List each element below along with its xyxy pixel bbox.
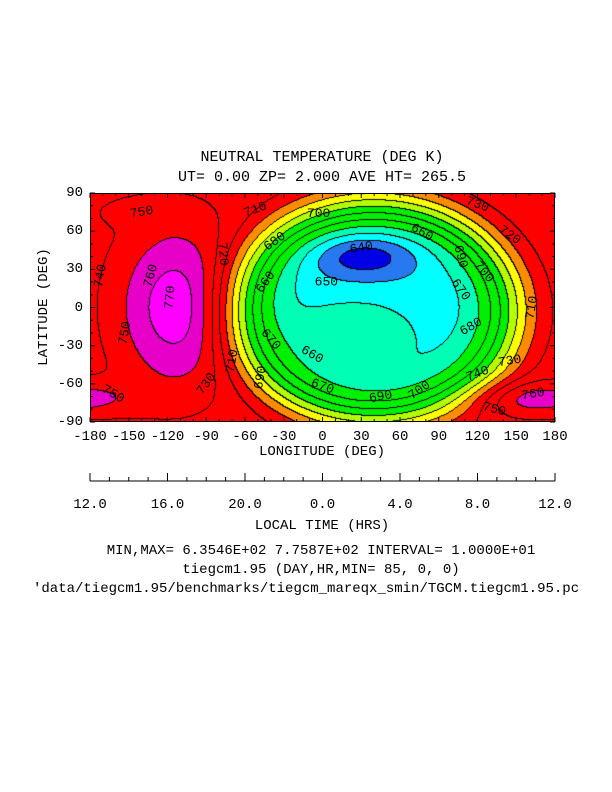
contour-label: 650 — [315, 275, 338, 290]
contour-label: 660 — [408, 220, 436, 245]
local-time-tick-label: 12.0 — [73, 497, 107, 513]
contour-plot: 750 740 760 770 750 750 720 710 730 710 700 680 660 6… — [89, 192, 556, 423]
contour-label: 690 — [251, 365, 270, 391]
x-tick-label: 90 — [430, 429, 448, 445]
contour-label: 670 — [258, 326, 285, 354]
contour-label: 740 — [91, 263, 110, 289]
y-tick-label: -60 — [57, 375, 83, 392]
contour-label: 760 — [520, 385, 546, 404]
y-tick-label: 90 — [66, 185, 83, 201]
x-tick-label: -120 — [150, 429, 185, 445]
x-tick-label: -60 — [232, 429, 258, 445]
x-tick-label: -90 — [193, 429, 219, 445]
y-tick-label: -30 — [57, 337, 83, 354]
contour-label: 730 — [497, 352, 523, 371]
x-tick-label: 0 — [318, 429, 327, 445]
x-tick-label: 180 — [542, 429, 568, 445]
min-max-info: MIN,MAX= 6.3546E+02 7.7587E+02 INTERVAL=… — [106, 543, 536, 559]
x-tick-label: -150 — [111, 429, 146, 445]
local-time-tick-label: 16.0 — [150, 497, 185, 513]
x-tick-label: 120 — [464, 429, 491, 445]
contour-label: 670 — [448, 276, 474, 304]
x-tick-label: 60 — [391, 429, 409, 445]
contour-label: 700 — [471, 258, 498, 286]
model-info: tiegcm1.95 (DAY,HR,MIN= 85, 0, 0) — [182, 562, 460, 578]
local-time-tick-label: 0.0 — [309, 497, 336, 513]
chart-subtitle: UT= 0.00 ZP= 2.000 AVE HT= 265.5 — [177, 169, 467, 186]
contour-label: 720 — [496, 222, 524, 248]
local-time-tick-label: 4.0 — [387, 497, 413, 513]
contour-fill-canvas — [90, 193, 555, 422]
contour-label: 760 — [140, 262, 161, 288]
y-tick-label: -90 — [57, 414, 83, 430]
local-time-tick-label: 8.0 — [464, 497, 491, 513]
contour-label: 750 — [481, 399, 507, 420]
contour-label: 680 — [261, 228, 289, 254]
contour-label: 690 — [368, 387, 394, 406]
y-tick-label: 0 — [74, 299, 83, 316]
contour-label: 710 — [522, 295, 541, 321]
y-axis-label: LATITUDE (DEG) — [36, 248, 52, 366]
y-tick-label: 30 — [66, 261, 83, 278]
file-path: 'data/tiegcm1.95/benchmarks/tiegcm_mareq… — [33, 581, 581, 597]
contour-label: 690 — [450, 243, 471, 269]
contour-label: 660 — [253, 268, 279, 296]
local-time-tick-label: 20.0 — [228, 497, 262, 513]
x-tick-label: 150 — [503, 429, 529, 445]
local-time-axis-label: LOCAL TIME (HRS) — [254, 518, 390, 534]
y-tick-label: 60 — [66, 223, 83, 240]
contour-label: 750 — [115, 320, 134, 346]
contour-label: 670 — [309, 375, 336, 397]
contour-label: 750 — [99, 382, 127, 407]
chart-title: NEUTRAL TEMPERATURE (DEG K) — [200, 149, 444, 166]
contour-label: 710 — [223, 348, 242, 374]
x-axis-label: LONGITUDE (DEG) — [258, 444, 386, 460]
contour-label: 730 — [464, 193, 491, 215]
contour-label: 720 — [215, 242, 232, 267]
contour-label: 750 — [129, 203, 155, 222]
contour-label: 770 — [162, 285, 179, 310]
contour-label: 710 — [242, 198, 269, 220]
x-tick-label: 30 — [352, 429, 370, 445]
contour-label: 700 — [405, 377, 433, 403]
contour-label: 660 — [298, 342, 326, 367]
local-time-tick-label: 12.0 — [538, 497, 572, 513]
contour-label: 740 — [464, 363, 491, 385]
x-tick-label: -30 — [271, 429, 297, 445]
contour-label: 640 — [348, 238, 374, 257]
contour-label: 730 — [193, 370, 219, 398]
x-tick-label: -180 — [73, 429, 107, 445]
contour-label: 700 — [307, 206, 330, 221]
contour-label: 680 — [457, 314, 485, 339]
